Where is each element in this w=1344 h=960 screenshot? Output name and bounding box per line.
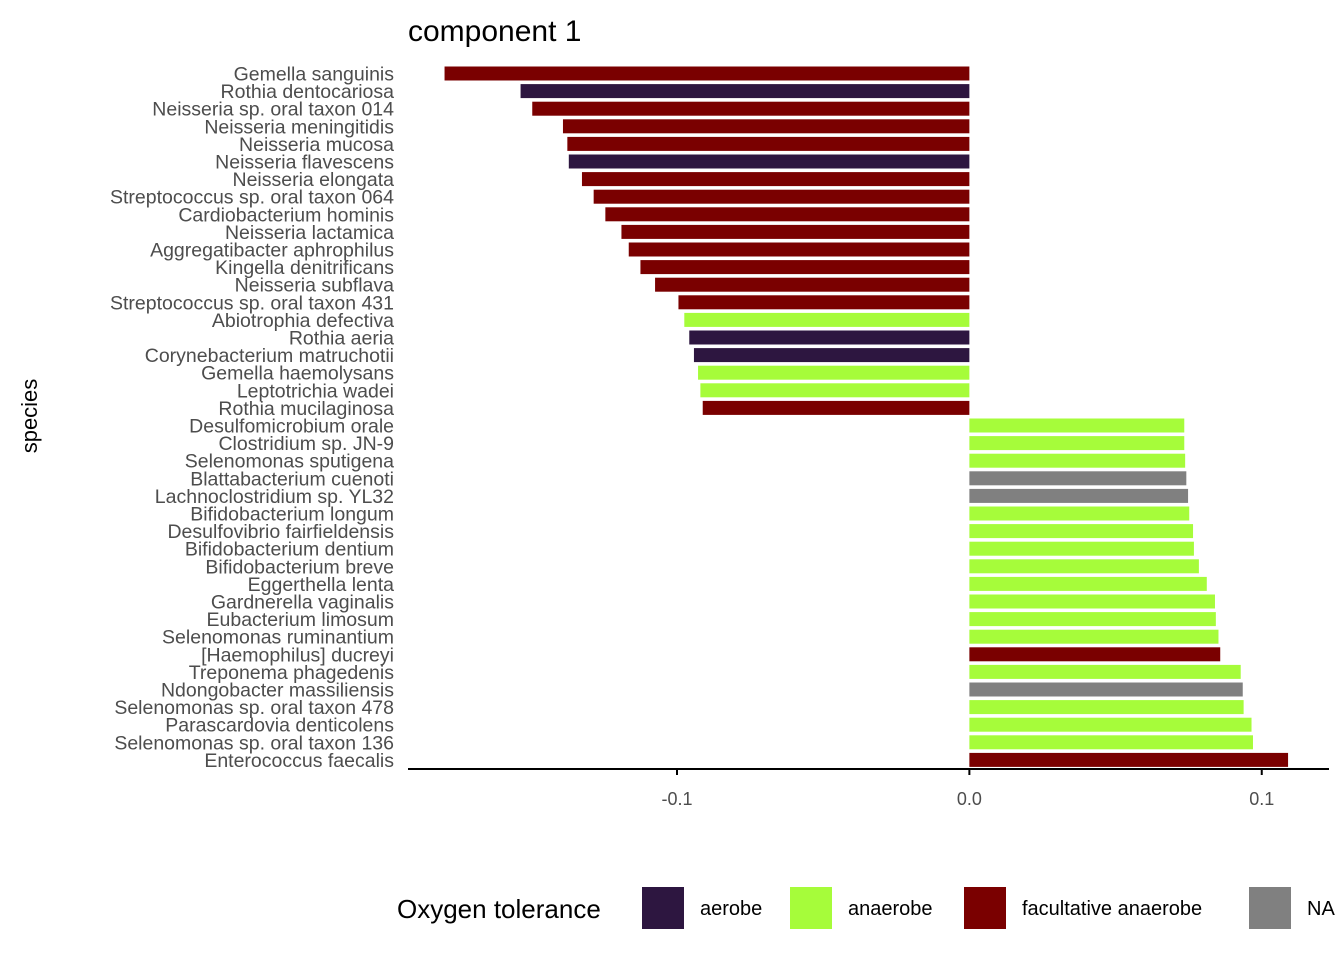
legend-label: aerobe bbox=[700, 898, 762, 920]
category-label: Treponema phagedenis bbox=[189, 662, 395, 684]
bar bbox=[693, 348, 970, 363]
category-label: Ndongobacter massiliensis bbox=[161, 680, 394, 702]
category-label: Neisseria sp. oral taxon 014 bbox=[152, 99, 394, 121]
category-label: Enterococcus faecalis bbox=[204, 750, 394, 772]
x-tick-label: 0.1 bbox=[1249, 789, 1274, 809]
bar bbox=[969, 436, 1185, 451]
bar bbox=[969, 664, 1241, 679]
category-label: Bifidobacterium dentium bbox=[185, 539, 394, 561]
category-label: Streptococcus sp. oral taxon 064 bbox=[110, 187, 394, 209]
legend: Oxygen tolerance aerobe anaerobe facultati… bbox=[397, 887, 1335, 929]
category-label: Neisseria lactamica bbox=[225, 222, 394, 244]
bar bbox=[700, 383, 970, 398]
bar bbox=[969, 612, 1216, 627]
category-label: Gemella haemolysans bbox=[201, 363, 394, 385]
category-label: Neisseria subflava bbox=[235, 275, 394, 297]
bar bbox=[562, 119, 970, 134]
bar bbox=[969, 629, 1219, 644]
category-label: Eggerthella lenta bbox=[248, 574, 395, 596]
legend-label: anaerobe bbox=[848, 898, 933, 920]
bar bbox=[678, 295, 970, 310]
category-label: Gemella sanguinis bbox=[234, 64, 395, 86]
bar bbox=[969, 735, 1253, 750]
x-tick-label: 0.0 bbox=[957, 789, 982, 809]
category-label: Bifidobacterium longum bbox=[190, 504, 394, 526]
bar bbox=[969, 524, 1194, 539]
bar bbox=[969, 488, 1189, 503]
category-label: Desulfovibrio fairfieldensis bbox=[167, 521, 394, 543]
bar bbox=[684, 312, 970, 327]
category-label: [Haemophilus] ducreyi bbox=[201, 644, 394, 666]
category-label: Selenomonas sputigena bbox=[185, 451, 394, 473]
legend-key bbox=[1249, 887, 1291, 929]
legend-label: facultative anaerobe bbox=[1022, 898, 1202, 920]
category-label: Cardiobacterium hominis bbox=[178, 204, 394, 226]
category-label: Desulfomicrobium orale bbox=[189, 416, 394, 438]
bars-group bbox=[444, 66, 1289, 767]
bar bbox=[969, 647, 1221, 662]
x-tick-label: -0.1 bbox=[661, 789, 692, 809]
bar bbox=[581, 172, 970, 187]
bar bbox=[655, 277, 970, 292]
bar bbox=[969, 418, 1185, 433]
category-label: Rothia mucilaginosa bbox=[218, 398, 394, 420]
bar bbox=[969, 559, 1199, 574]
bar bbox=[568, 154, 970, 169]
bar bbox=[567, 136, 970, 151]
bar bbox=[969, 541, 1194, 556]
category-label: Selenomonas sp. oral taxon 136 bbox=[114, 732, 394, 754]
chart-title: component 1 bbox=[408, 15, 581, 48]
bar bbox=[969, 576, 1207, 591]
category-label: Selenomonas ruminantium bbox=[162, 627, 394, 649]
bar bbox=[689, 330, 970, 345]
bar bbox=[640, 260, 970, 275]
bar bbox=[702, 400, 970, 415]
category-label: Eubacterium limosum bbox=[207, 609, 394, 631]
bar bbox=[444, 66, 970, 81]
bar bbox=[532, 101, 970, 116]
category-label: Kingella denitrificans bbox=[215, 257, 394, 279]
bar bbox=[593, 189, 970, 204]
category-label: Rothia dentocariosa bbox=[221, 81, 395, 103]
category-label: Rothia aeria bbox=[289, 328, 394, 350]
y-axis-label: species bbox=[17, 379, 42, 454]
category-label: Selenomonas sp. oral taxon 478 bbox=[114, 697, 394, 719]
category-label: Blattabacterium cuenoti bbox=[190, 468, 394, 490]
bar bbox=[969, 594, 1215, 609]
bar bbox=[969, 717, 1252, 732]
bar bbox=[969, 471, 1187, 486]
bar bbox=[969, 682, 1243, 697]
category-label: Aggregatibacter aphrophilus bbox=[150, 240, 394, 262]
legend-title: Oxygen tolerance bbox=[397, 894, 601, 924]
x-axis-ticks: -0.1 0.0 0.1 bbox=[661, 769, 1274, 809]
category-label: Neisseria meningitidis bbox=[204, 116, 394, 138]
bar bbox=[969, 506, 1190, 521]
legend-label: NA bbox=[1307, 898, 1335, 920]
bar bbox=[605, 207, 970, 222]
category-label: Neisseria elongata bbox=[232, 169, 394, 191]
bar bbox=[969, 453, 1186, 468]
bar bbox=[698, 365, 970, 380]
category-label: Parascardovia denticolens bbox=[165, 715, 394, 737]
category-label: Neisseria flavescens bbox=[215, 152, 394, 174]
category-label: Corynebacterium matruchotii bbox=[145, 345, 394, 367]
legend-key bbox=[964, 887, 1006, 929]
category-label: Abiotrophia defectiva bbox=[212, 310, 394, 332]
bar bbox=[621, 224, 970, 239]
category-label: Streptococcus sp. oral taxon 431 bbox=[110, 292, 394, 314]
bar bbox=[628, 242, 970, 257]
bar bbox=[969, 700, 1244, 715]
bar bbox=[520, 84, 970, 99]
category-label: Leptotrichia wadei bbox=[237, 380, 394, 402]
category-label: Gardnerella vaginalis bbox=[211, 592, 394, 614]
bar bbox=[969, 752, 1289, 767]
category-label: Bifidobacterium breve bbox=[205, 556, 394, 578]
category-label: Clostridium sp. JN-9 bbox=[218, 433, 394, 455]
category-label: Neisseria mucosa bbox=[239, 134, 394, 156]
legend-key bbox=[790, 887, 832, 929]
legend-key bbox=[642, 887, 684, 929]
category-label: Lachnoclostridium sp. YL32 bbox=[155, 486, 394, 508]
